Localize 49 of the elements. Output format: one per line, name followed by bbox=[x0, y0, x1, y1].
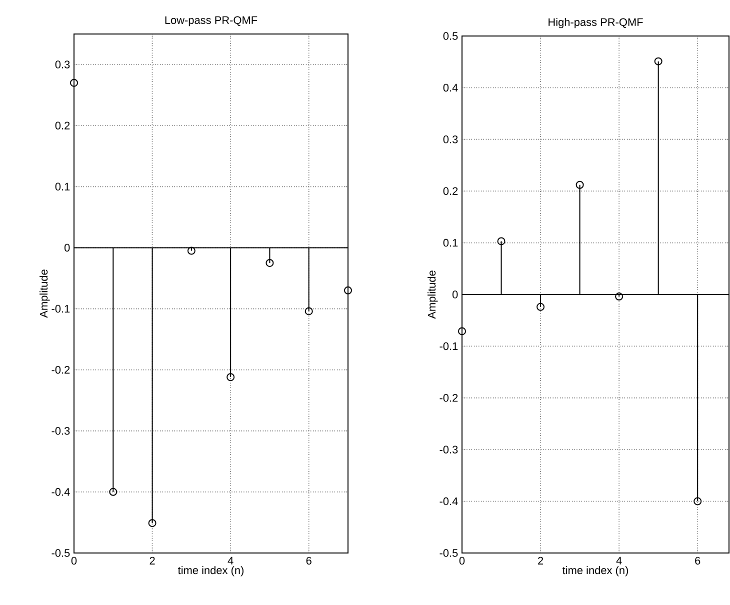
chart-title: High-pass PR-QMF bbox=[548, 18, 643, 28]
y-tick-label: 0.1 bbox=[443, 238, 458, 247]
y-tick-label: -0.1 bbox=[52, 304, 70, 313]
y-tick-label: 0.1 bbox=[55, 182, 70, 191]
x-tick-label: 2 bbox=[150, 556, 155, 564]
x-tick-label: 0 bbox=[459, 556, 465, 565]
point bbox=[497, 237, 506, 246]
x-tick-label: 4 bbox=[228, 556, 234, 564]
y-tick-label: 0 bbox=[64, 244, 70, 252]
point bbox=[694, 497, 702, 506]
y-tick-label: -0.3 bbox=[440, 446, 458, 454]
point bbox=[226, 373, 235, 382]
x-tick-label: 4 bbox=[616, 556, 622, 564]
y-tick-label: -0.4 bbox=[52, 488, 70, 496]
x-tick-label: 6 bbox=[695, 556, 700, 565]
point bbox=[458, 327, 466, 336]
x-axis-title: time index (n) bbox=[562, 566, 628, 576]
point bbox=[576, 180, 584, 189]
point bbox=[148, 519, 156, 528]
x-tick-label: 6 bbox=[306, 556, 312, 565]
point bbox=[266, 258, 274, 267]
y-tick-label: 0.2 bbox=[443, 187, 458, 195]
y-tick-label: -0.2 bbox=[440, 394, 458, 402]
point bbox=[187, 246, 196, 255]
y-tick-label: 0.5 bbox=[443, 32, 458, 40]
chart-title: Low-pass PR-QMF bbox=[165, 16, 258, 26]
x-axis-title: time index (n) bbox=[178, 566, 244, 576]
y-tick-label: -0.3 bbox=[52, 427, 70, 435]
y-axis-title: Amplitude bbox=[40, 270, 50, 318]
point bbox=[109, 488, 118, 496]
point bbox=[654, 57, 662, 66]
y-tick-label: -0.1 bbox=[440, 342, 458, 350]
y-tick-label: -0.4 bbox=[440, 497, 458, 506]
y-tick-label: -0.2 bbox=[52, 366, 70, 374]
point bbox=[536, 302, 545, 311]
point bbox=[615, 292, 624, 301]
y-tick-label: 0 bbox=[452, 290, 458, 298]
x-tick-label: 2 bbox=[538, 556, 544, 564]
point bbox=[304, 307, 313, 316]
y-tick-label: -0.5 bbox=[52, 549, 70, 557]
y-tick-label: 0.3 bbox=[443, 136, 458, 144]
y-tick-label: 0.3 bbox=[55, 60, 70, 68]
x-tick-label: 0 bbox=[71, 556, 77, 565]
y-axis-title: Amplitude bbox=[428, 270, 438, 319]
y-tick-label: 0.2 bbox=[55, 122, 70, 130]
point bbox=[344, 286, 352, 294]
y-tick-label: 0.4 bbox=[443, 84, 458, 92]
y-tick-label: -0.5 bbox=[440, 549, 458, 557]
point bbox=[70, 78, 78, 87]
